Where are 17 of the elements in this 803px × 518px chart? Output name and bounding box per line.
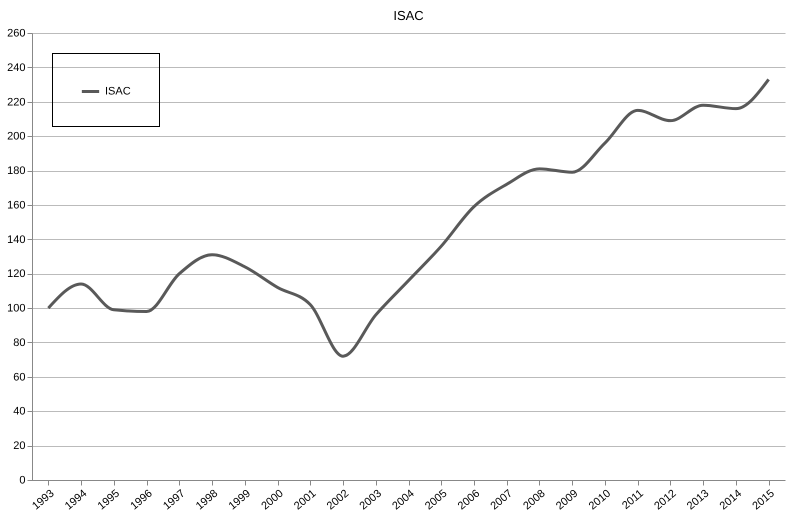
chart-title: ISAC: [393, 8, 424, 23]
y-tick-label: 20: [13, 440, 26, 452]
y-tick-label: 60: [13, 371, 26, 384]
y-tick-label: 40: [13, 406, 26, 418]
y-tick-label: 80: [13, 336, 26, 349]
y-tick-label: 120: [7, 268, 26, 280]
y-tick-label: 220: [7, 96, 26, 108]
y-tick-label: 0: [19, 474, 26, 486]
y-tick-label: 160: [7, 199, 26, 212]
legend-label: ISAC: [105, 86, 131, 98]
y-tick-label: 240: [7, 62, 26, 74]
y-tick-label: 180: [7, 165, 26, 178]
y-tick-label: 260: [7, 28, 26, 40]
y-tick-label: 100: [7, 302, 26, 315]
y-tick-label: 140: [7, 234, 26, 246]
y-tick-label: 200: [7, 130, 26, 143]
line-series: [46, 78, 770, 358]
